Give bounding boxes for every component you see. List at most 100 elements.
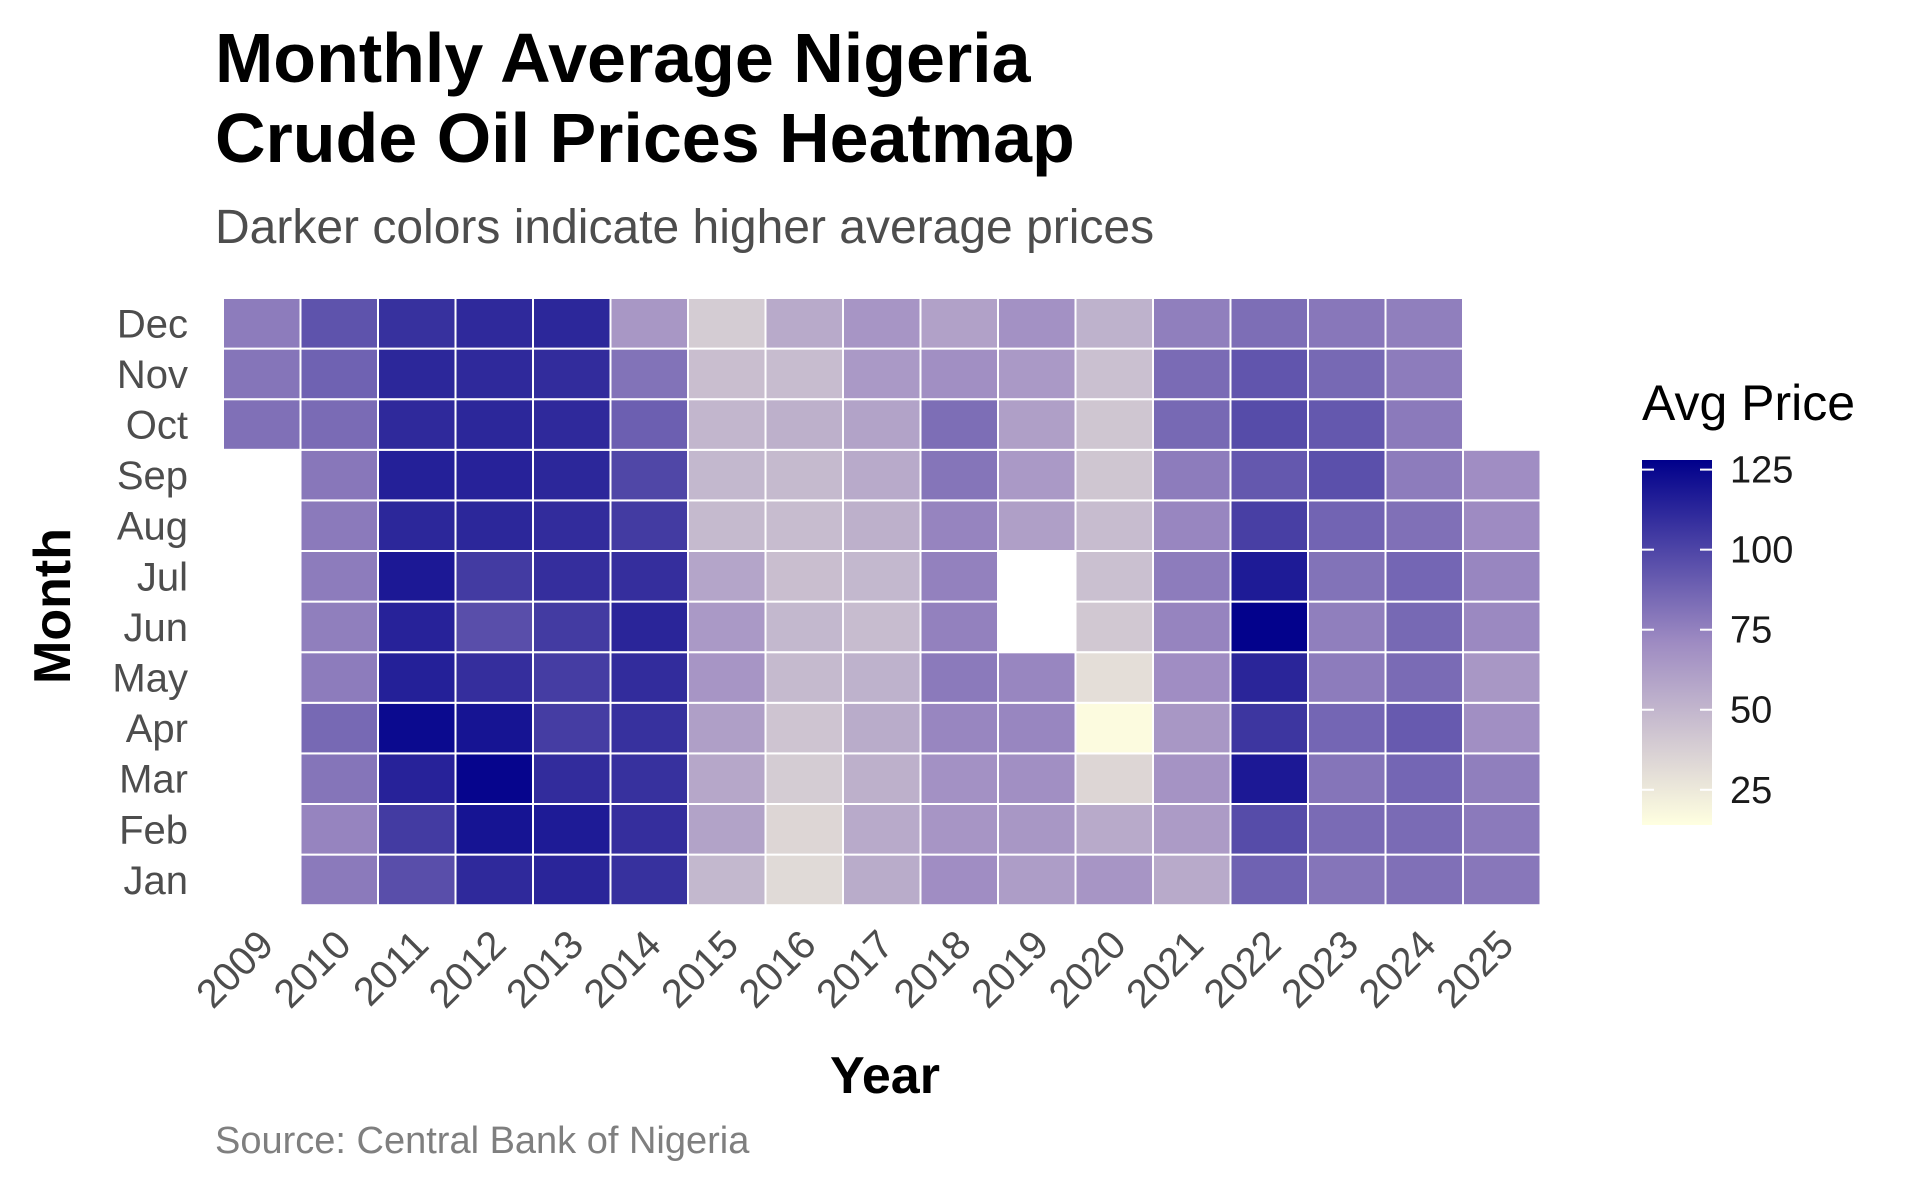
heatmap-cell-2019-oct xyxy=(997,398,1077,451)
heatmap-cell-2017-feb xyxy=(842,803,922,856)
heatmap-cell-2009-oct xyxy=(222,398,302,451)
chart-title: Monthly Average Nigeria Crude Oil Prices… xyxy=(215,19,1075,177)
heatmap-cell-2019-jun xyxy=(997,600,1077,654)
heatmap-cell-2019-feb xyxy=(997,803,1077,856)
heatmap-cell-2023-may xyxy=(1307,651,1387,704)
heatmap-cell-2014-may xyxy=(609,651,689,704)
heatmap-cell-2010-jan xyxy=(299,853,379,907)
heatmap-cell-2015-nov xyxy=(687,347,767,401)
heatmap-cell-2019-aug xyxy=(997,499,1077,552)
heatmap-cell-2015-jun xyxy=(687,600,767,654)
heatmap-cell-2011-jan xyxy=(377,853,457,907)
heatmap-cell-2015-dec xyxy=(687,297,767,350)
heatmap-cell-2011-mar xyxy=(377,752,457,806)
x-axis-tick-labels: 2009201020112012201320142015201620172018… xyxy=(188,922,1522,1016)
heatmap-cell-2020-may xyxy=(1074,651,1154,704)
heatmap-cell-2010-mar xyxy=(299,752,379,806)
heatmap-cell-2015-sep xyxy=(687,448,767,502)
heatmap-cell-2015-apr xyxy=(687,701,767,755)
heatmap-cell-2025-sep xyxy=(1462,448,1542,502)
heatmap-cell-2009-nov xyxy=(222,347,302,401)
heatmap-cell-2011-nov xyxy=(377,347,457,401)
heatmap-cell-2016-dec xyxy=(764,297,844,350)
heatmap-cell-2014-dec xyxy=(609,297,689,350)
heatmap-cell-2016-jul xyxy=(764,550,844,603)
x-tick-label-2022: 2022 xyxy=(1196,922,1290,1016)
heatmap-cell-2023-jul xyxy=(1307,550,1387,603)
heatmap-cell-2016-jun xyxy=(764,600,844,654)
heatmap-cell-2024-sep xyxy=(1384,448,1464,502)
heatmap-cell-2021-nov xyxy=(1152,347,1232,401)
y-axis-tick-labels: Jan Feb Mar Apr May Jun Jul Aug Sep Oct Nov Dec xyxy=(112,302,188,903)
legend-tick-label-75: 75 xyxy=(1730,610,1772,652)
heatmap-cell-2012-nov xyxy=(454,347,534,401)
heatmap-cell-2018-jun xyxy=(919,600,999,654)
heatmap-cell-2025-aug xyxy=(1462,499,1542,552)
heatmap-cell-2021-jul xyxy=(1152,550,1232,603)
heatmap-cell-2012-mar xyxy=(454,752,534,806)
y-tick-label-mar: Mar xyxy=(119,758,188,802)
heatmap-cell-2013-nov xyxy=(532,347,612,401)
x-tick-label-2019: 2019 xyxy=(963,922,1057,1016)
heatmap-cell-2013-jan xyxy=(532,853,612,907)
heatmap-cell-2014-jun xyxy=(609,600,689,654)
heatmap-cell-2021-dec xyxy=(1152,297,1232,350)
heatmap-cell-2009-dec xyxy=(222,297,302,350)
x-tick-label-2018: 2018 xyxy=(886,922,980,1016)
heatmap-cell-2021-aug xyxy=(1152,499,1232,552)
heatmap-cell-2014-oct xyxy=(609,398,689,451)
x-tick-label-2016: 2016 xyxy=(731,922,825,1016)
x-tick-label-2014: 2014 xyxy=(576,922,670,1016)
heatmap-cell-2023-dec xyxy=(1307,297,1387,350)
heatmap-cell-2016-aug xyxy=(764,499,844,552)
heatmap-cell-2019-sep xyxy=(997,448,1077,502)
heatmap-cell-2018-oct xyxy=(919,398,999,451)
heatmap-cell-2014-jul xyxy=(609,550,689,603)
heatmap-cell-2011-jun xyxy=(377,600,457,654)
heatmap-cell-2010-nov xyxy=(299,347,379,401)
heatmap-cell-2017-aug xyxy=(842,499,922,552)
x-tick-label-2011: 2011 xyxy=(345,922,437,1014)
heatmap-cell-2011-dec xyxy=(377,297,457,350)
heatmap-cell-2017-nov xyxy=(842,347,922,401)
heatmap-cell-2021-jun xyxy=(1152,600,1232,654)
heatmap-cell-2023-jan xyxy=(1307,853,1387,907)
y-tick-label-oct: Oct xyxy=(126,404,188,448)
y-tick-label-jan: Jan xyxy=(124,859,189,903)
heatmap-cell-2020-mar xyxy=(1074,752,1154,806)
heatmap-cell-2019-jan xyxy=(997,853,1077,907)
heatmap-cell-2015-jan xyxy=(687,853,767,907)
heatmap-cell-2012-jul xyxy=(454,550,534,603)
heatmap-cell-2017-sep xyxy=(842,448,922,502)
x-tick-label-2023: 2023 xyxy=(1273,922,1367,1016)
x-tick-label-2025: 2025 xyxy=(1428,922,1522,1016)
heatmap-cell-2012-oct xyxy=(454,398,534,451)
heatmap-cell-2025-apr xyxy=(1462,701,1542,755)
heatmap-cell-2020-oct xyxy=(1074,398,1154,451)
heatmap-cell-2016-apr xyxy=(764,701,844,755)
x-tick-label-2009: 2009 xyxy=(188,922,282,1016)
y-tick-label-aug: Aug xyxy=(117,505,188,549)
heatmap-cell-2017-may xyxy=(842,651,922,704)
legend-colorbar xyxy=(1642,460,1712,825)
heatmap-cell-2012-jan xyxy=(454,853,534,907)
heatmap-cell-2022-may xyxy=(1229,651,1309,704)
heatmap-cell-2022-mar xyxy=(1229,752,1309,806)
heatmap-cell-2023-nov xyxy=(1307,347,1387,401)
heatmap-cell-2020-feb xyxy=(1074,803,1154,856)
heatmap-cell-2022-apr xyxy=(1229,701,1309,755)
heatmap-cell-2011-may xyxy=(377,651,457,704)
y-tick-label-jun: Jun xyxy=(124,606,189,650)
heatmap-cell-2012-apr xyxy=(454,701,534,755)
heatmap-cell-2020-dec xyxy=(1074,297,1154,350)
heatmap-cell-2010-apr xyxy=(299,701,379,755)
x-tick-label-2024: 2024 xyxy=(1351,922,1445,1016)
heatmap-cell-2016-jan xyxy=(764,853,844,907)
heatmap-cell-2010-feb xyxy=(299,803,379,856)
heatmap-cell-2018-dec xyxy=(919,297,999,350)
heatmap-cell-2014-mar xyxy=(609,752,689,806)
heatmap-cell-2016-oct xyxy=(764,398,844,451)
heatmap-cell-2024-aug xyxy=(1384,499,1464,552)
heatmap-cell-2013-feb xyxy=(532,803,612,856)
